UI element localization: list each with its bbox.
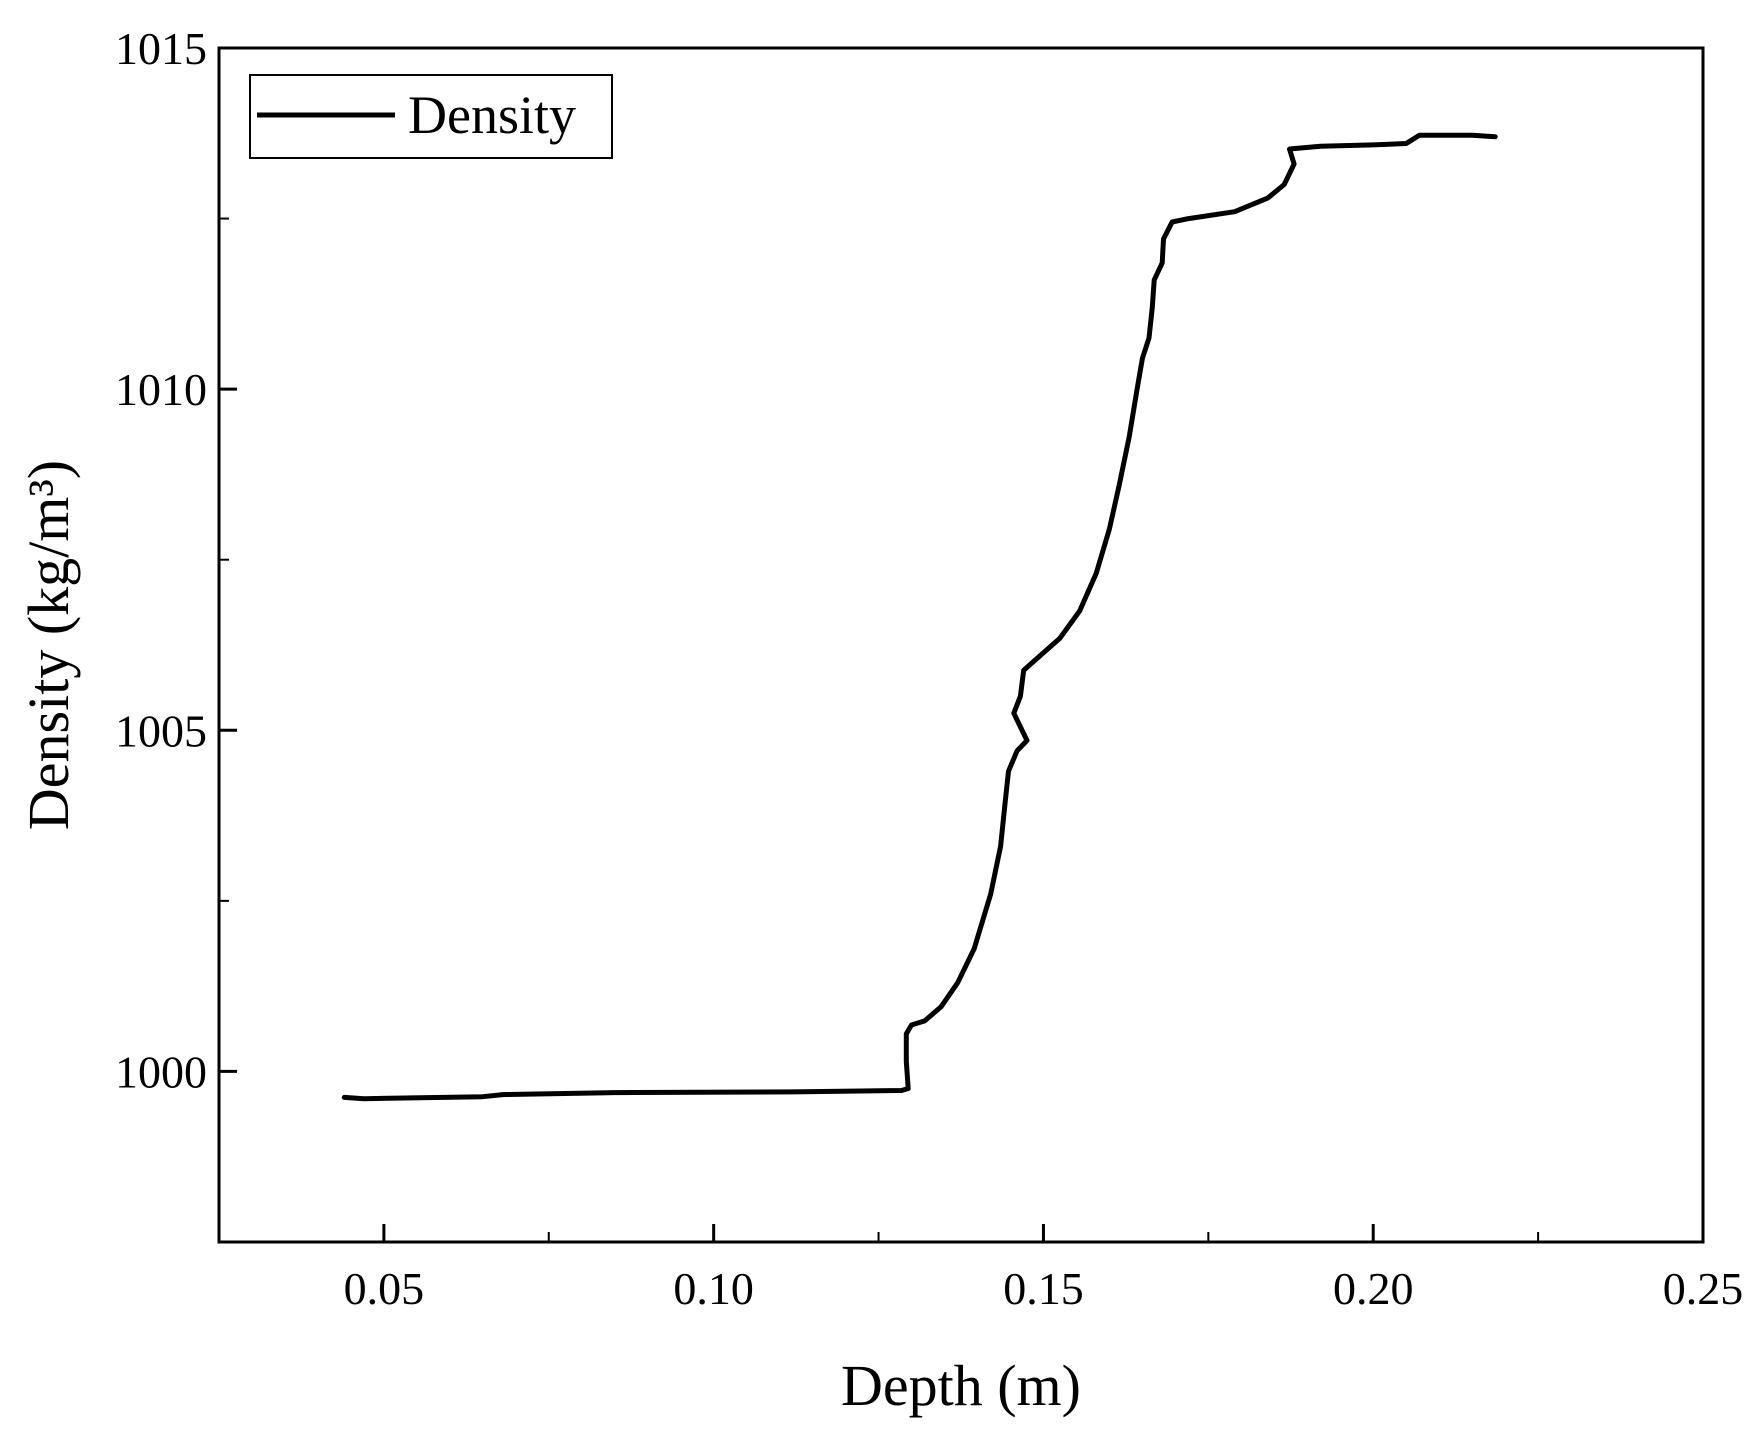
plot-frame bbox=[217, 46, 1705, 1244]
y-tick-label: 1015 bbox=[115, 23, 207, 74]
x-tick-label: 0.05 bbox=[344, 1263, 425, 1314]
x-axis-title: Depth (m) bbox=[841, 1353, 1081, 1418]
y-tick-label: 1000 bbox=[115, 1046, 207, 1097]
x-tick-label: 0.10 bbox=[673, 1263, 754, 1314]
y-tick-label: 1010 bbox=[115, 364, 207, 415]
y-axis-ticks: 1000 1005 1010 1015 bbox=[115, 23, 237, 1097]
legend: Density bbox=[249, 74, 613, 159]
x-axis-ticks: 0.05 0.10 0.15 0.20 0.25 bbox=[344, 1224, 1744, 1314]
legend-label-density: Density bbox=[408, 85, 576, 145]
x-tick-label: 0.20 bbox=[1333, 1263, 1414, 1314]
y-axis-title: Density (kg/m³) bbox=[16, 460, 81, 830]
series-line-density bbox=[341, 132, 1498, 1102]
series-layer bbox=[341, 132, 1498, 1102]
y-tick-label: 1005 bbox=[115, 705, 207, 756]
x-tick-label: 0.25 bbox=[1663, 1263, 1744, 1314]
x-tick-label: 0.15 bbox=[1003, 1263, 1084, 1314]
